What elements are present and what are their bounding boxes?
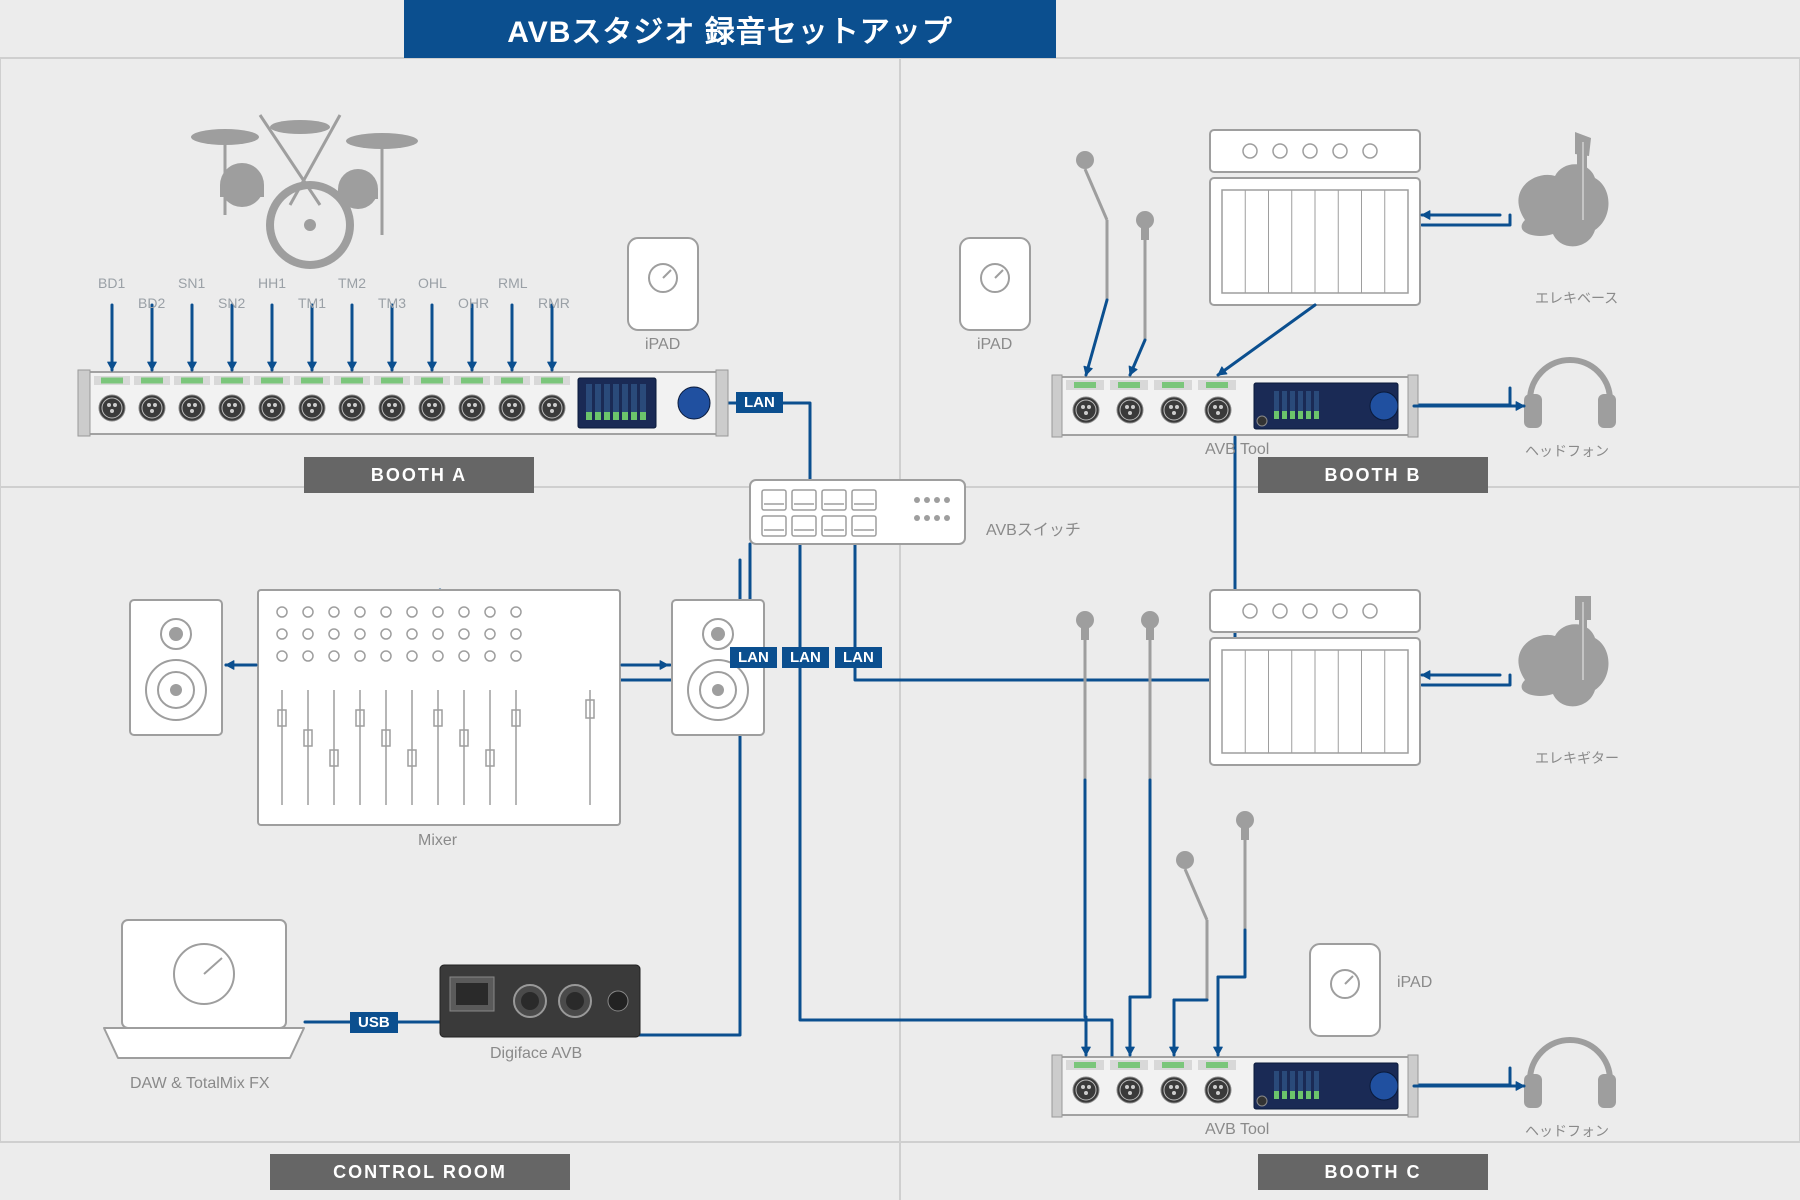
page-title: AVBスタジオ 録音セットアップ	[404, 0, 1056, 58]
lbl-ipad-b: iPAD	[977, 336, 1012, 354]
ch-label: SN2	[218, 295, 245, 311]
ch-label: TM3	[378, 295, 406, 311]
tag-booth-b: BOOTH B	[1258, 457, 1488, 493]
ch-label: OHR	[458, 295, 489, 311]
ch-label: RML	[498, 275, 528, 291]
ch-label: BD1	[98, 275, 125, 291]
lbl-avbswitch: AVBスイッチ	[986, 516, 1081, 540]
lbl-digiface: Digiface AVB	[490, 1045, 582, 1063]
ch-label: BD2	[138, 295, 165, 311]
lan-label-a: LAN	[736, 392, 783, 413]
ch-label: SN1	[178, 275, 205, 291]
lbl-ipad-a: iPAD	[645, 336, 680, 354]
lbl-headphone-c: ヘッドフォン	[1525, 1121, 1609, 1141]
lan-label-1: LAN	[730, 647, 777, 668]
usb-label: USB	[350, 1012, 398, 1033]
tag-control: CONTROL ROOM	[270, 1154, 570, 1190]
ch-label: TM2	[338, 275, 366, 291]
lbl-ipad-c: iPAD	[1397, 974, 1432, 992]
lbl-daw: DAW & TotalMix FX	[130, 1075, 270, 1093]
ch-label: RMR	[538, 295, 570, 311]
lbl-ebass: エレキベース	[1535, 288, 1618, 308]
lan-label-2: LAN	[782, 647, 829, 668]
lbl-eguitar: エレキギター	[1535, 748, 1619, 768]
lbl-avbtool-c: AVB Tool	[1205, 1121, 1269, 1139]
lan-label-3: LAN	[835, 647, 882, 668]
diagram-svg	[0, 0, 1800, 1200]
tag-booth-a: BOOTH A	[304, 457, 534, 493]
lbl-avbtool-b: AVB Tool	[1205, 441, 1269, 459]
tag-booth-c: BOOTH C	[1258, 1154, 1488, 1190]
ch-label: HH1	[258, 275, 286, 291]
lbl-headphone-b: ヘッドフォン	[1525, 441, 1609, 461]
ch-label: OHL	[418, 275, 447, 291]
ch-label: TM1	[298, 295, 326, 311]
lbl-mixer: Mixer	[418, 832, 457, 850]
